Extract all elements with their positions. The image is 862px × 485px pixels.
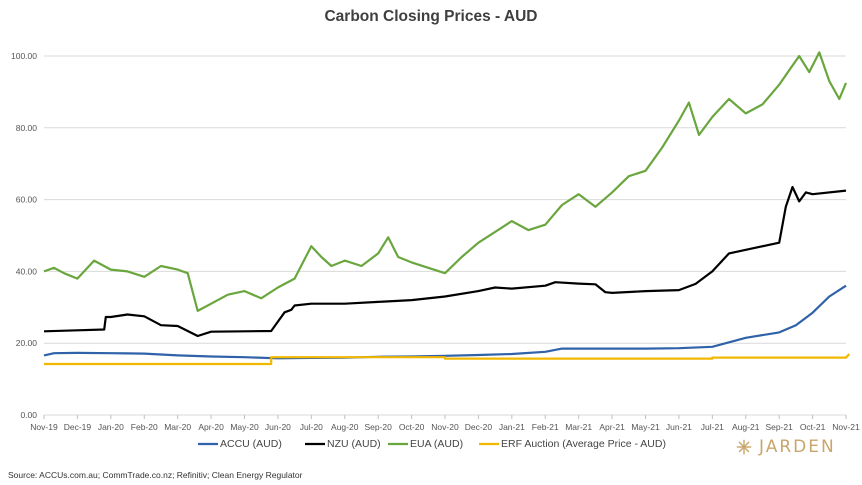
y-tick-label: 100.00 <box>11 51 37 61</box>
x-tick-label: Apr-20 <box>198 422 224 432</box>
x-tick-label: Dec-20 <box>465 422 493 432</box>
x-tick-label: Aug-21 <box>732 422 760 432</box>
legend-label: EUA (AUD) <box>410 438 463 450</box>
x-tick-label: May-20 <box>230 422 259 432</box>
legend-label: NZU (AUD) <box>327 438 381 450</box>
y-axis: 0.00 20.00 40.00 60.00 80.00 100.00 <box>11 51 37 420</box>
x-tick-label: Feb-20 <box>131 422 158 432</box>
x-tick-label: Jul-21 <box>701 422 724 432</box>
brand-logo: JARDEN <box>735 437 836 457</box>
legend-label: ACCU (AUD) <box>220 438 282 450</box>
grid-lines <box>44 55 846 416</box>
x-tick-label: Nov-20 <box>431 422 459 432</box>
x-tick-label: Sep-20 <box>364 422 392 432</box>
series-line-accu-aud <box>43 284 847 360</box>
x-tick-label: Oct-21 <box>800 422 826 432</box>
x-tick-label: Oct-20 <box>399 422 425 432</box>
x-axis: Nov-19 Dec-19 Jan-20 Feb-20 Mar-20 Apr-20 May-… <box>30 415 860 432</box>
x-tick-label: Nov-21 <box>832 422 860 432</box>
x-tick-label: Aug-20 <box>331 422 359 432</box>
x-tick-label: Feb-21 <box>532 422 559 432</box>
x-tick-label: Sep-21 <box>765 422 793 432</box>
series-lines <box>43 51 851 366</box>
y-tick-label: 20.00 <box>16 338 38 348</box>
x-tick-label: Mar-21 <box>565 422 592 432</box>
x-tick-label: Apr-21 <box>599 422 625 432</box>
series-line-erf-auction-average-price-aud <box>44 353 851 366</box>
x-tick-label: Jun-21 <box>666 422 692 432</box>
x-tick-label: Jan-21 <box>499 422 525 432</box>
x-tick-label: Dec-19 <box>64 422 92 432</box>
brand-name: JARDEN <box>759 437 836 457</box>
x-tick-label: Mar-20 <box>164 422 191 432</box>
x-tick-label: Jul-20 <box>300 422 323 432</box>
legend-label: ERF Auction (Average Price - AUD) <box>501 438 666 450</box>
x-tick-label: Nov-19 <box>30 422 58 432</box>
y-tick-label: 40.00 <box>16 266 38 276</box>
y-tick-label: 60.00 <box>16 195 38 205</box>
y-tick-label: 0.00 <box>20 410 37 420</box>
chart-title: Carbon Closing Prices - AUD <box>324 8 538 25</box>
x-tick-label: Jan-20 <box>98 422 124 432</box>
x-tick-label: Jun-20 <box>265 422 291 432</box>
y-tick-label: 80.00 <box>16 123 38 133</box>
series-line-nzu-aud <box>43 185 847 338</box>
legend: ACCU (AUD) NZU (AUD) EUA (AUD) ERF Auction … <box>198 438 666 450</box>
x-tick-label: May-21 <box>631 422 660 432</box>
series-line-eua-aud <box>43 51 848 312</box>
jarden-mark-icon <box>736 439 752 455</box>
source-note: Source: ACCUs.com.au; CommTrade.co.nz; R… <box>8 470 303 480</box>
